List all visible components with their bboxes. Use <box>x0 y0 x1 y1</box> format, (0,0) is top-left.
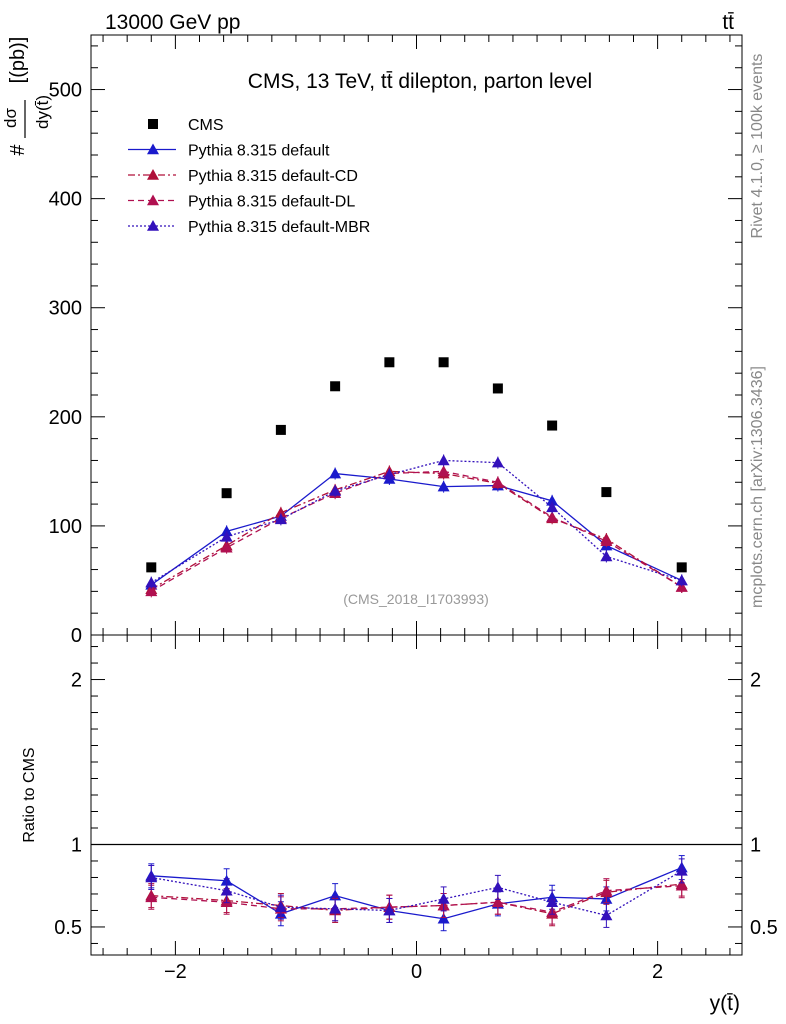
y-tick-label-right: 0.5 <box>750 917 778 939</box>
data-point-cms <box>146 562 157 573</box>
chart-title: CMS, 13 TeV, tt̄ dilepton, parton level <box>248 70 592 93</box>
series-line-dl <box>150 470 683 592</box>
y-tick-label: 400 <box>49 189 82 211</box>
data-point-default <box>220 525 233 537</box>
data-point-dl <box>145 585 158 597</box>
y-axis-label-bottom: Ratio to CMS <box>21 747 38 842</box>
ratio-point-mbr <box>220 884 233 896</box>
data-point-default <box>329 467 342 479</box>
chart-watermark: (CMS_2018_I1703993) <box>343 591 489 607</box>
ratio-point-mbr <box>437 892 450 904</box>
svg-text:[(pb)]: [(pb)] <box>7 37 29 84</box>
data-point-dl <box>491 476 504 488</box>
data-point-dl <box>600 535 613 546</box>
data-point-dl <box>437 465 450 477</box>
data-point-cms <box>601 487 612 498</box>
ratio-point-mbr <box>145 871 158 883</box>
data-point-default <box>437 480 450 492</box>
ratio-point-mbr <box>546 896 559 908</box>
svg-text:dσ: dσ <box>1 108 20 128</box>
ratio-point-mbr <box>329 902 342 914</box>
data-point-mbr <box>329 485 342 496</box>
legend-label-dl: Pythia 8.315 default-DL <box>188 194 355 211</box>
data-point-dl <box>546 511 559 522</box>
x-tick-label: 0 <box>411 961 422 983</box>
ratio-point-dl <box>145 891 158 903</box>
ratio-point-mbr <box>491 881 504 893</box>
data-point-mbr <box>274 513 287 525</box>
legend-marker-cms <box>148 119 158 129</box>
y-tick-label: 500 <box>49 80 82 102</box>
side-label-lower: mcplots.cern.ch [arXiv:1306.3436] <box>749 366 766 608</box>
data-point-cms <box>676 562 687 573</box>
y-tick-label: 2 <box>71 670 82 692</box>
header-right: tt̄ <box>722 11 734 34</box>
series-line-default <box>150 472 682 586</box>
bottom-panel-frame <box>90 634 743 956</box>
data-point-cms <box>221 488 232 499</box>
ratio-line-mbr <box>151 870 683 917</box>
legend-marker-mbr <box>147 220 159 231</box>
data-point-cms <box>492 383 503 394</box>
data-point-cms <box>330 381 341 392</box>
data-point-cms <box>547 420 558 431</box>
legend-label-cd: Pythia 8.315 default-CD <box>188 168 358 185</box>
ratio-point-mbr <box>600 909 613 921</box>
data-point-cd <box>274 506 287 518</box>
ratio-line-default <box>151 866 682 920</box>
ratio-point-mbr <box>274 901 287 912</box>
data-point-cms <box>438 357 449 368</box>
legend-label-mbr: Pythia 8.315 default-MBR <box>188 219 370 236</box>
y-tick-label: 1 <box>71 834 82 856</box>
y-tick-label: 100 <box>49 516 82 538</box>
ratio-line-dl <box>151 885 682 913</box>
data-point-mbr <box>220 530 233 542</box>
x-tick-label: −2 <box>164 961 187 983</box>
ratio-point-dl <box>675 879 688 891</box>
data-point-default <box>546 494 559 506</box>
y-tick-label-right: 1 <box>750 834 761 856</box>
legend-label-default: Pythia 8.315 default <box>188 143 330 160</box>
data-point-mbr <box>383 468 396 480</box>
y-axis-label-top: # dσ dy(t̄) [(pb)] <box>1 37 52 156</box>
series-line-cd <box>150 470 683 590</box>
ratio-point-default <box>329 889 342 901</box>
header-left: 13000 GeV pp <box>105 11 240 34</box>
x-tick-label: 2 <box>652 961 663 983</box>
side-label-upper: Rivet 4.1.0, ≥ 100k events <box>749 54 766 239</box>
legend-marker-default <box>147 143 159 155</box>
data-point-mbr <box>675 574 688 586</box>
y-tick-label-right: 2 <box>750 670 761 692</box>
y-tick-label: 300 <box>49 298 82 320</box>
ratio-point-default <box>437 912 450 924</box>
data-point-dl <box>220 541 233 553</box>
ratio-point-mbr <box>383 904 396 916</box>
data-point-mbr <box>600 550 613 562</box>
legend-label-cms: CMS <box>188 117 224 134</box>
svg-text:dy(t̄): dy(t̄) <box>33 95 52 129</box>
x-axis-label: y(t̄) <box>710 992 740 1015</box>
ratio-point-dl <box>491 896 504 908</box>
legend-marker-cd <box>147 169 159 180</box>
data-point-mbr <box>437 454 450 466</box>
ratio-point-mbr <box>675 864 688 876</box>
data-point-mbr <box>145 576 158 588</box>
series-line-mbr <box>150 459 682 584</box>
data-point-mbr <box>546 501 559 513</box>
svg-text:#: # <box>7 144 29 156</box>
data-point-cms <box>384 357 395 368</box>
y-tick-label: 0.5 <box>54 917 82 939</box>
ratio-point-dl <box>600 884 613 896</box>
data-point-mbr <box>491 456 504 468</box>
y-tick-label: 200 <box>49 407 82 429</box>
legend-marker-dl <box>147 194 159 206</box>
data-point-cms <box>275 424 286 435</box>
y-tick-label-zero: 0 <box>71 625 82 647</box>
